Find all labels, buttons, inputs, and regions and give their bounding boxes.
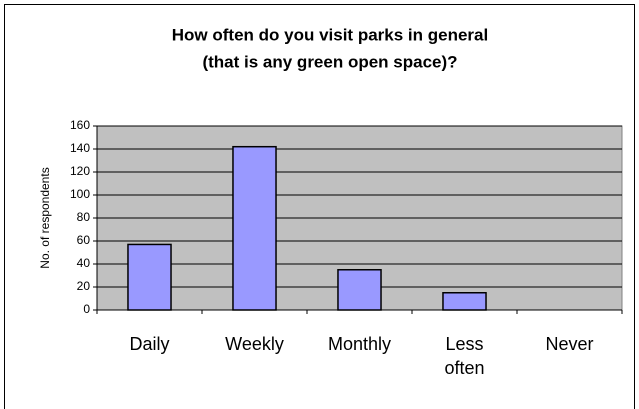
x-tick-label: Monthly (327, 334, 392, 354)
y-tick-label: 60 (77, 233, 91, 247)
chart-title: How often do you visit parks in general (172, 25, 488, 44)
y-tick-label: 140 (70, 141, 90, 155)
y-tick-label: 40 (77, 256, 91, 270)
x-tick-label: Less often (444, 334, 485, 378)
y-tick-label: 120 (70, 164, 90, 178)
bar (232, 145, 277, 311)
y-axis-label: No. of respondents (38, 167, 52, 268)
y-tick-label: 100 (70, 187, 90, 201)
y-tick-label: 80 (77, 210, 91, 224)
bar (127, 243, 172, 311)
y-tick-label: 20 (77, 279, 91, 293)
x-tick-label: Daily (129, 334, 170, 354)
bar (337, 269, 382, 311)
y-tick-label: 160 (70, 118, 90, 132)
x-tick-label: Weekly (225, 334, 284, 354)
y-tick-label: 0 (83, 302, 90, 316)
chart-title: (that is any green open space)? (202, 52, 457, 71)
bar (442, 292, 487, 311)
x-tick-label: Never (545, 334, 594, 354)
